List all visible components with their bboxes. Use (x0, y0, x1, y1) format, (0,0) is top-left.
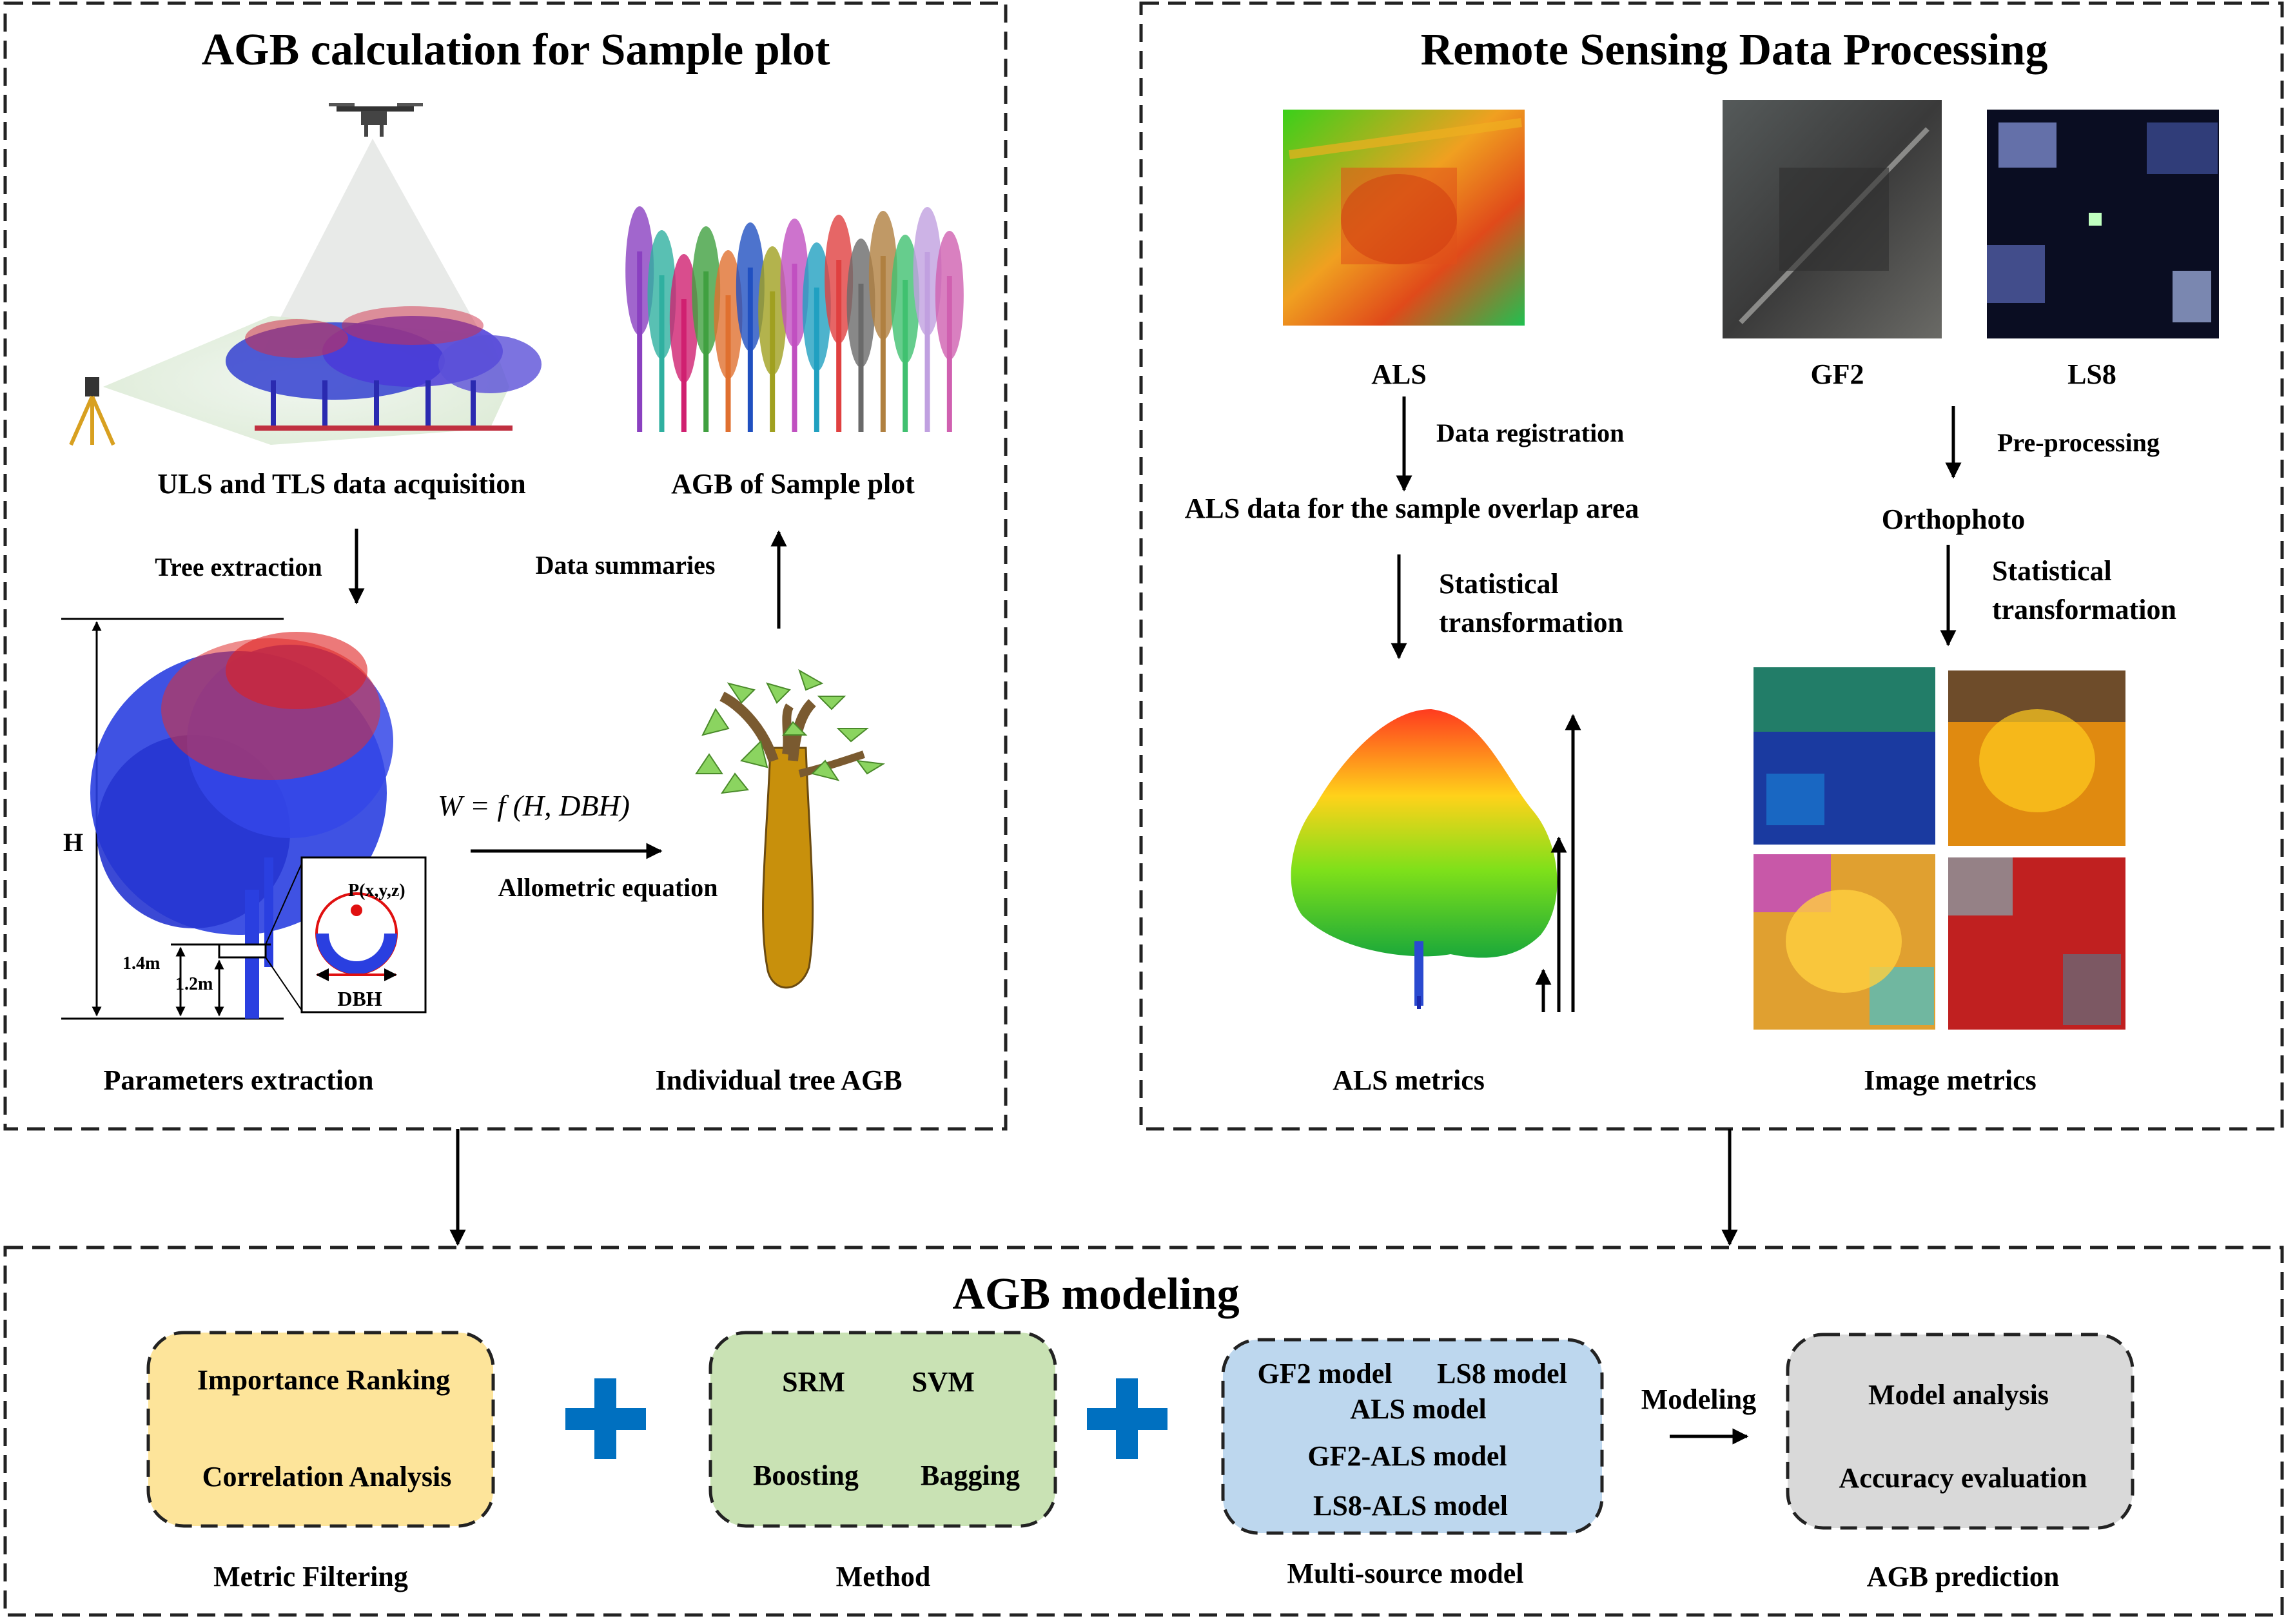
model-gf2-als: GF2-ALS model (1307, 1440, 1507, 1472)
ls8-image (1987, 110, 2219, 338)
model-caption: Multi-source model (1287, 1558, 1523, 1589)
plus-icon-1 (565, 1378, 646, 1459)
segmented-tree-trunk (880, 256, 886, 432)
point-label: P(x,y,z) (348, 881, 405, 901)
als-overlap-label: ALS data for the sample overlap area (1185, 493, 1639, 524)
segmented-tree-crown (758, 246, 787, 375)
single-tree-point-cloud (61, 618, 393, 1020)
filter-item-2: Correlation Analysis (202, 1461, 452, 1492)
segmented-tree-crown (669, 254, 698, 383)
individual-label: Individual tree AGB (655, 1064, 902, 1096)
filter-item-1: Importance Ranking (197, 1364, 450, 1396)
model-ls8-als: LS8-ALS model (1313, 1490, 1508, 1521)
segmented-tree-crown (625, 206, 654, 335)
img-stat-label-2: transformation (1992, 594, 2176, 625)
segmented-tree-crown (935, 231, 964, 360)
individual-tree-icon (695, 669, 885, 989)
point-cloud-forest (226, 306, 542, 431)
segmented-trees (625, 206, 964, 432)
agb-prediction-box (1786, 1333, 2135, 1530)
als-label: ALS (1371, 358, 1427, 390)
segmented-tree-trunk (924, 252, 930, 432)
parameters-label: Parameters extraction (103, 1064, 373, 1096)
als-metrics-tree (1291, 709, 1558, 1009)
segmented-tree-trunk (792, 264, 797, 432)
pred-item-2: Accuracy evaluation (1839, 1462, 2087, 1494)
sample-plot-title: AGB calculation for Sample plot (202, 25, 830, 75)
metric-filtering-box (146, 1331, 495, 1528)
pred-caption: AGB prediction (1867, 1561, 2060, 1592)
als-raster-image (1283, 110, 1525, 326)
model-ls8: LS8 model (1437, 1358, 1567, 1389)
method-srm: SRM (782, 1366, 845, 1398)
drone-icon (329, 103, 423, 137)
remote-sensing-frame (1139, 1, 2284, 1131)
uls-scan-cone (258, 139, 496, 361)
method-svm: SVM (912, 1366, 975, 1398)
tripod-scanner-icon (69, 377, 115, 446)
equation-label: W = f (H, DBH) (438, 789, 630, 822)
pred-item-1: Model analysis (1868, 1379, 2049, 1411)
dbh-slice (218, 943, 267, 959)
img-stat-label-1: Statistical (1992, 555, 2112, 587)
segmented-tree-crown (736, 222, 765, 351)
image-metrics-label: Image metrics (1864, 1064, 2037, 1096)
model-als: ALS model (1350, 1393, 1486, 1425)
multi-source-box (1221, 1338, 1604, 1535)
data-summaries-label: Data summaries (536, 551, 716, 580)
uls-tls-label: ULS and TLS data acquisition (157, 468, 525, 500)
segmented-tree-crown (714, 250, 743, 379)
modeling-label: Modeling (1641, 1384, 1756, 1415)
segmented-tree-trunk (836, 260, 842, 432)
method-caption: Method (836, 1561, 931, 1592)
als-stat-label-2: transformation (1439, 607, 1623, 638)
segmented-tree-crown (647, 230, 676, 359)
agb-sample-label: AGB of Sample plot (671, 468, 915, 500)
pre-processing-label: Pre-processing (1997, 428, 2160, 457)
dbh-inset (300, 856, 427, 1013)
method-boosting: Boosting (753, 1460, 859, 1491)
modeling-title: AGB modeling (952, 1269, 1239, 1319)
tree-extraction-label: Tree extraction (155, 553, 322, 582)
allometric-label: Allometric equation (498, 873, 718, 902)
orthophoto-label: Orthophoto (1882, 504, 2025, 535)
plus-icon-2 (1087, 1378, 1167, 1459)
segmented-tree-crown (846, 239, 875, 367)
h-label: H (63, 828, 83, 857)
filter-caption: Metric Filtering (213, 1561, 408, 1592)
sample-plot-frame (3, 1, 1008, 1131)
modeling-frame (3, 1246, 2284, 1617)
segmented-tree-trunk (637, 251, 643, 432)
gf2-image (1723, 100, 1942, 338)
segmented-tree-crown (692, 226, 721, 355)
ls8-label: LS8 (2067, 358, 2116, 390)
method-box (708, 1331, 1057, 1528)
segmented-tree-crown (868, 211, 897, 340)
segmented-tree-crown (802, 242, 831, 371)
segmented-tree-crown (891, 235, 920, 364)
data-registration-label: Data registration (1436, 418, 1624, 447)
gf2-label: GF2 (1810, 358, 1864, 390)
als-stat-label-1: Statistical (1439, 568, 1559, 600)
remote-sensing-title: Remote Sensing Data Processing (1421, 25, 2048, 75)
segmented-tree-crown (825, 215, 854, 344)
segmented-tree-crown (913, 207, 942, 336)
image-metrics-grid (1754, 667, 2125, 1030)
dbh-label: DBH (337, 987, 382, 1010)
model-gf2: GF2 model (1258, 1358, 1392, 1389)
segmented-tree-crown (780, 219, 809, 347)
h12-label: 1.2m (175, 974, 213, 994)
als-metrics-label: ALS metrics (1333, 1064, 1485, 1096)
h14-label: 1.4m (122, 954, 160, 973)
method-bagging: Bagging (921, 1460, 1020, 1491)
